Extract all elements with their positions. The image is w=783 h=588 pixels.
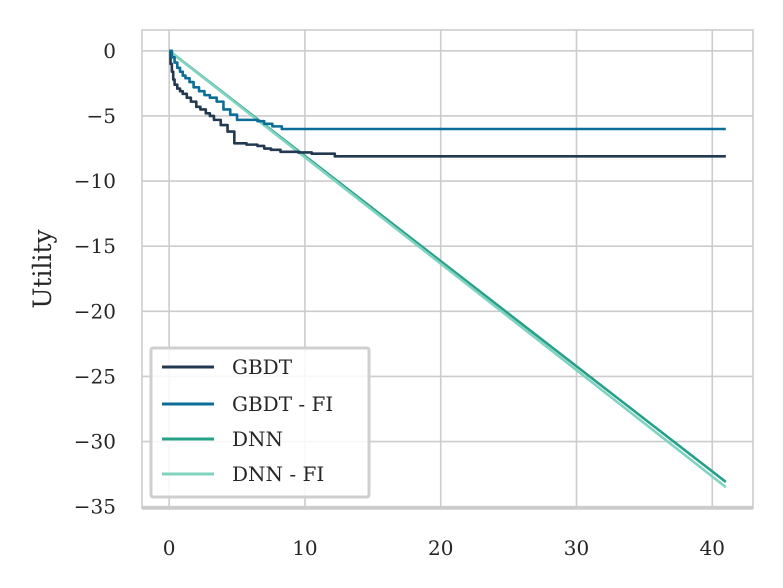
series-line-gbdt-fi xyxy=(169,49,726,131)
legend-label-dnn: DNN xyxy=(232,427,283,451)
y-tick-label-4: −20 xyxy=(74,299,116,323)
x-tick-labels: 0 10 20 30 40 xyxy=(163,536,725,560)
y-tick-label-6: −30 xyxy=(74,430,116,454)
grid xyxy=(142,30,753,508)
y-tick-label-5: −25 xyxy=(74,364,116,388)
legend-label-dnn-fi: DNN - FI xyxy=(232,462,324,486)
legend-box xyxy=(149,346,371,499)
spines xyxy=(141,29,754,510)
y-tick-label-3: −15 xyxy=(74,234,116,258)
y-axis-label: Utility xyxy=(28,228,57,308)
x-tick-label-4: 40 xyxy=(700,536,725,560)
x-tick-label-0: 0 xyxy=(163,536,176,560)
y-tick-label-0: 0 xyxy=(103,39,116,63)
y-tick-label-7: −35 xyxy=(74,495,116,519)
x-tick-label-3: 30 xyxy=(564,536,589,560)
y-tick-label-2: −10 xyxy=(74,169,116,193)
y-tick-labels: 0 −5 −10 −15 −20 −25 −30 −35 xyxy=(74,39,116,519)
series-line-gbdt xyxy=(169,49,726,158)
series-layer xyxy=(168,49,727,489)
legend: GBDT GBDT - FI DNN DNN - FI xyxy=(149,346,371,499)
legend-label-gbdt: GBDT xyxy=(232,355,293,379)
y-tick-label-1: −5 xyxy=(87,104,116,128)
legend-label-gbdt-fi: GBDT - FI xyxy=(232,392,333,416)
series-line-dnn-fi xyxy=(168,49,727,489)
x-tick-label-1: 10 xyxy=(292,536,317,560)
x-tick-label-2: 20 xyxy=(428,536,453,560)
